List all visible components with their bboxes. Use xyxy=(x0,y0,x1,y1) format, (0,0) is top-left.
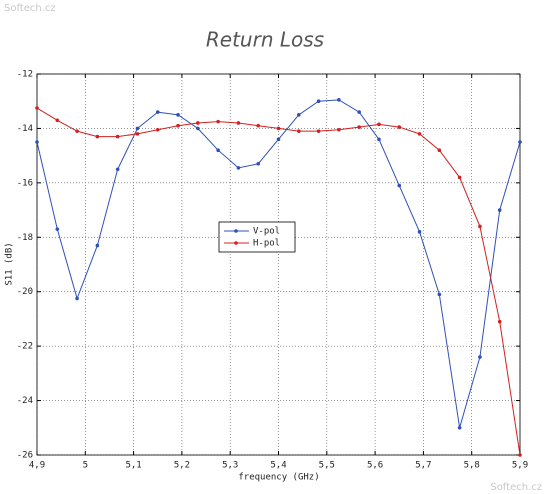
data-point xyxy=(357,110,361,114)
x-tick-label: 5,8 xyxy=(464,461,480,471)
y-tick-label: -16 xyxy=(17,178,33,188)
data-point xyxy=(236,166,241,170)
data-point xyxy=(135,126,140,131)
data-point xyxy=(155,127,160,132)
data-point xyxy=(35,140,39,144)
data-point xyxy=(417,230,422,234)
x-tick-label: 4,9 xyxy=(29,461,45,471)
data-point xyxy=(377,137,381,142)
x-tick-label: 5,7 xyxy=(415,461,431,471)
data-point xyxy=(236,121,241,125)
chart-title: Return Loss xyxy=(206,28,324,52)
x-tick-label: 5,1 xyxy=(125,461,141,471)
data-point xyxy=(437,148,442,152)
data-point xyxy=(518,140,522,144)
data-point xyxy=(296,113,301,117)
legend-box xyxy=(218,221,296,253)
data-point xyxy=(115,167,120,172)
data-point xyxy=(337,98,341,102)
legend-marker xyxy=(234,241,238,245)
data-point xyxy=(457,425,462,430)
data-point xyxy=(95,243,100,248)
x-tick-label: 5,9 xyxy=(512,461,528,471)
data-point xyxy=(155,110,160,114)
data-point xyxy=(497,208,502,212)
plot-frame xyxy=(36,73,521,456)
y-tick-label: -20 xyxy=(17,287,33,297)
y-tick-label: -22 xyxy=(17,342,33,352)
data-point xyxy=(75,129,79,133)
legend-label: H-pol xyxy=(253,239,280,249)
data-point xyxy=(357,125,361,129)
data-point xyxy=(196,126,200,131)
data-point xyxy=(75,296,79,301)
data-point xyxy=(256,123,261,128)
data-point xyxy=(397,125,402,129)
x-tick-label: 5,2 xyxy=(174,461,190,471)
x-tick-label: 5,5 xyxy=(319,461,335,471)
x-tick-label: 5,4 xyxy=(270,461,286,471)
data-point xyxy=(216,119,220,124)
data-point xyxy=(55,227,60,231)
data-point xyxy=(397,183,402,188)
data-point xyxy=(337,127,341,132)
x-tick-label: 5,3 xyxy=(222,461,238,471)
data-point xyxy=(316,99,321,104)
data-point xyxy=(296,129,301,133)
data-point xyxy=(176,113,180,117)
data-point xyxy=(196,121,200,125)
y-tick-label: -26 xyxy=(17,451,33,461)
y-tick-label: -24 xyxy=(17,396,33,406)
data-point xyxy=(256,162,261,166)
legend-marker xyxy=(234,229,238,233)
data-point xyxy=(518,453,522,457)
data-point xyxy=(216,148,220,152)
data-point xyxy=(276,126,281,131)
x-axis-label: frequency (GHz) xyxy=(238,473,319,483)
data-point xyxy=(316,129,321,133)
data-point xyxy=(135,132,140,136)
y-axis-label: S11 (dB) xyxy=(5,242,15,285)
watermark: Softech.cz xyxy=(4,3,56,14)
data-point xyxy=(55,118,60,123)
data-point xyxy=(115,134,120,139)
y-tick-label: -12 xyxy=(17,70,33,80)
data-point xyxy=(478,224,482,229)
data-point xyxy=(457,175,462,180)
data-point xyxy=(497,319,502,324)
legend-label: V-pol xyxy=(253,227,280,237)
data-point xyxy=(437,292,442,297)
data-point xyxy=(276,137,281,142)
data-point xyxy=(176,123,180,128)
y-tick-label: -14 xyxy=(17,124,33,134)
x-tick-label: 5,6 xyxy=(367,461,383,471)
data-point xyxy=(95,134,100,139)
data-point xyxy=(417,132,422,136)
data-point xyxy=(35,106,39,110)
data-point xyxy=(377,122,381,127)
x-tick-label: 5 xyxy=(83,461,88,471)
watermark: Softech.cz xyxy=(490,482,542,493)
y-tick-label: -18 xyxy=(17,233,33,243)
data-point xyxy=(478,355,482,359)
